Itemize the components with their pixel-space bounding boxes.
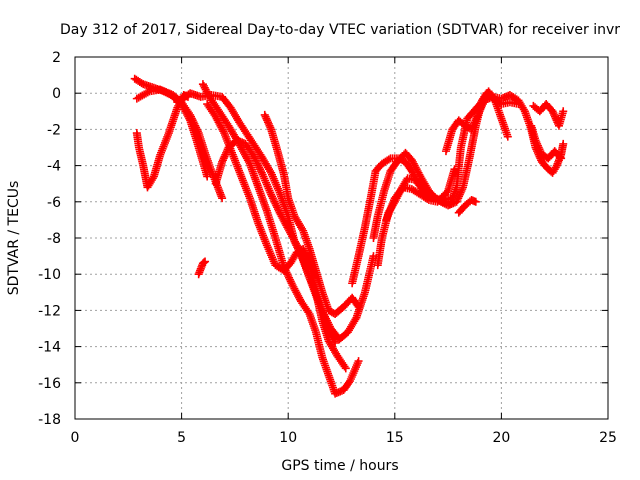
series-track-16 [529, 100, 568, 130]
data-point [341, 364, 350, 373]
axis-ticks: 0 5 10 15 20 25 -18 -16 -14 -12 -10 -8 -6 -4 -2 0 2 [38, 50, 617, 446]
y-tick-label: -18 [38, 412, 61, 428]
plot-frame [74, 56, 609, 420]
data-point [201, 257, 210, 266]
y-tick-label: -2 [47, 122, 61, 138]
x-tick-label: 5 [177, 430, 186, 446]
x-tick-label: 15 [386, 430, 404, 446]
data-point [557, 154, 566, 163]
data-point [203, 172, 212, 181]
data-point [450, 165, 459, 174]
series-track-15 [454, 195, 480, 217]
series-track-8 [211, 136, 378, 344]
data-point [354, 357, 363, 366]
series-track-5 [198, 80, 363, 398]
x-tick-label: 0 [71, 430, 80, 446]
y-tick-label: -16 [38, 376, 61, 392]
series-track-14 [441, 91, 568, 177]
data-point [354, 302, 363, 311]
series-track-10 [348, 154, 455, 288]
series-track-9 [260, 110, 363, 319]
series-track-17 [527, 121, 566, 163]
x-tick-label: 20 [492, 430, 510, 446]
data-point [559, 139, 568, 148]
series-track-13 [382, 165, 459, 224]
y-tick-label: 2 [52, 50, 61, 66]
y-axis-label: SDTVAR / TECUs [6, 181, 22, 296]
data-point [503, 132, 512, 141]
y-tick-label: 0 [52, 86, 61, 102]
y-tick-label: -4 [47, 159, 61, 175]
data-point [199, 258, 208, 267]
data-point [471, 197, 480, 206]
series-track-3 [132, 85, 212, 181]
y-tick-label: -8 [47, 231, 61, 247]
x-tick-label: 25 [599, 430, 617, 446]
y-tick-label: -6 [47, 195, 61, 211]
series-track-11 [369, 87, 512, 242]
data-point [218, 194, 227, 203]
data-points [130, 74, 568, 398]
chart-title: Day 312 of 2017, Sidereal Day-to-day VTE… [60, 22, 620, 38]
x-tick-label: 10 [279, 430, 297, 446]
data-point [559, 107, 568, 116]
y-tick-label: -14 [38, 340, 61, 356]
series-track-6 [194, 257, 210, 279]
series-track-12 [373, 89, 523, 270]
y-tick-label: -12 [38, 303, 61, 319]
y-tick-label: -10 [38, 267, 61, 283]
x-axis-label: GPS time / hours [281, 458, 398, 474]
